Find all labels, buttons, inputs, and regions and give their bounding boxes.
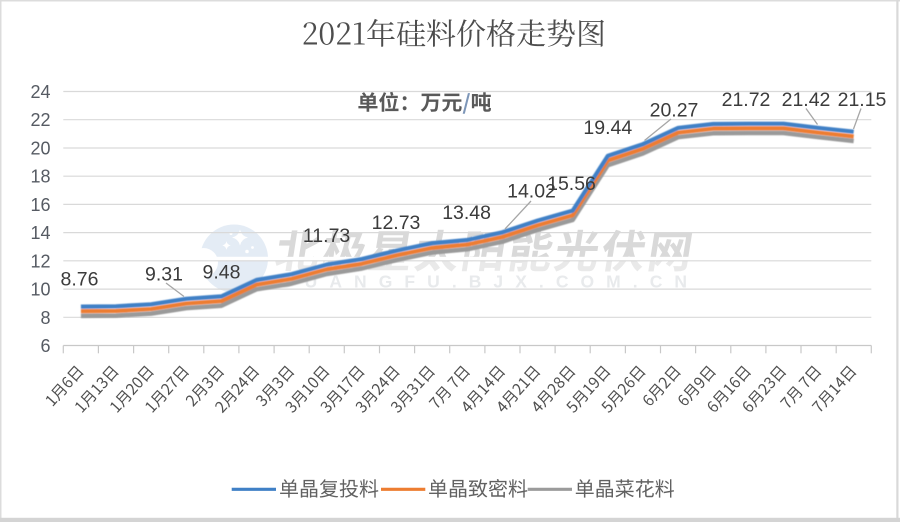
svg-text:21.72: 21.72	[722, 89, 771, 111]
svg-text:10: 10	[30, 280, 50, 300]
svg-text:14: 14	[30, 223, 50, 243]
svg-text:15.56: 15.56	[547, 173, 596, 195]
svg-text:9.48: 9.48	[203, 262, 241, 284]
svg-text:20.27: 20.27	[650, 100, 699, 122]
svg-text:19.44: 19.44	[583, 117, 632, 139]
svg-text:6: 6	[40, 336, 50, 356]
svg-text:16: 16	[30, 195, 50, 215]
svg-text:12.73: 12.73	[372, 212, 421, 234]
svg-text:12: 12	[30, 251, 50, 271]
svg-text:13.48: 13.48	[442, 202, 491, 224]
svg-text:22: 22	[30, 110, 50, 130]
svg-text:14.02: 14.02	[507, 181, 556, 203]
svg-text:11.73: 11.73	[303, 225, 350, 247]
svg-text:9.31: 9.31	[145, 264, 183, 286]
svg-text:21.42: 21.42	[782, 89, 831, 111]
svg-text:20: 20	[30, 139, 50, 159]
svg-text:18: 18	[30, 167, 50, 187]
svg-text:24: 24	[30, 82, 50, 102]
svg-text:8.76: 8.76	[61, 269, 99, 291]
svg-text:21.15: 21.15	[838, 89, 887, 111]
svg-text:8: 8	[40, 308, 50, 328]
svg-text:GUANGFU.BJX.COM.CN: GUANGFU.BJX.COM.CN	[279, 272, 699, 292]
